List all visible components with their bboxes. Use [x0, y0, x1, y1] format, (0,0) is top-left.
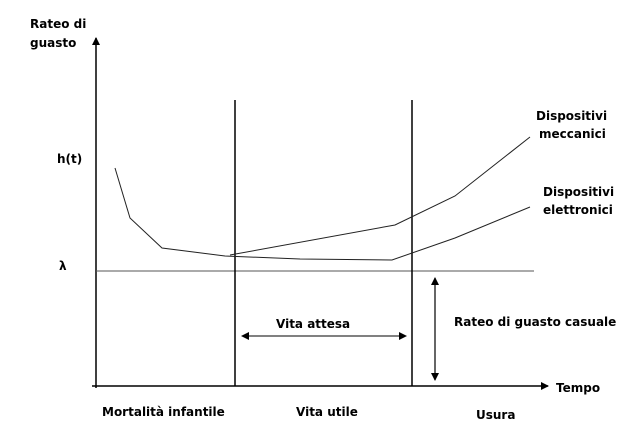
electronic-label-line1: Dispositivi — [543, 185, 614, 199]
mechanical-label-line2: meccanici — [539, 127, 606, 141]
lambda-label: λ — [59, 259, 67, 273]
phase-wear-label: Usura — [476, 408, 515, 422]
mechanical-label-line1: Dispositivi — [536, 109, 607, 123]
h-t-label: h(t) — [57, 152, 82, 166]
y-axis-label-line2: guasto — [30, 36, 76, 50]
phase-useful-label: Vita utile — [296, 405, 358, 419]
vita-attesa-label: Vita attesa — [276, 317, 350, 331]
phase-infant-label: Mortalità infantile — [102, 405, 225, 419]
mechanical-curve — [229, 136, 531, 256]
random-failure-label: Rateo di guasto casuale — [454, 315, 616, 329]
electronic-curve — [114, 167, 531, 261]
y-axis-label-line1: Rateo di — [30, 17, 86, 31]
x-axis-label: Tempo — [556, 381, 600, 395]
electronic-label-line2: elettronici — [543, 203, 613, 217]
